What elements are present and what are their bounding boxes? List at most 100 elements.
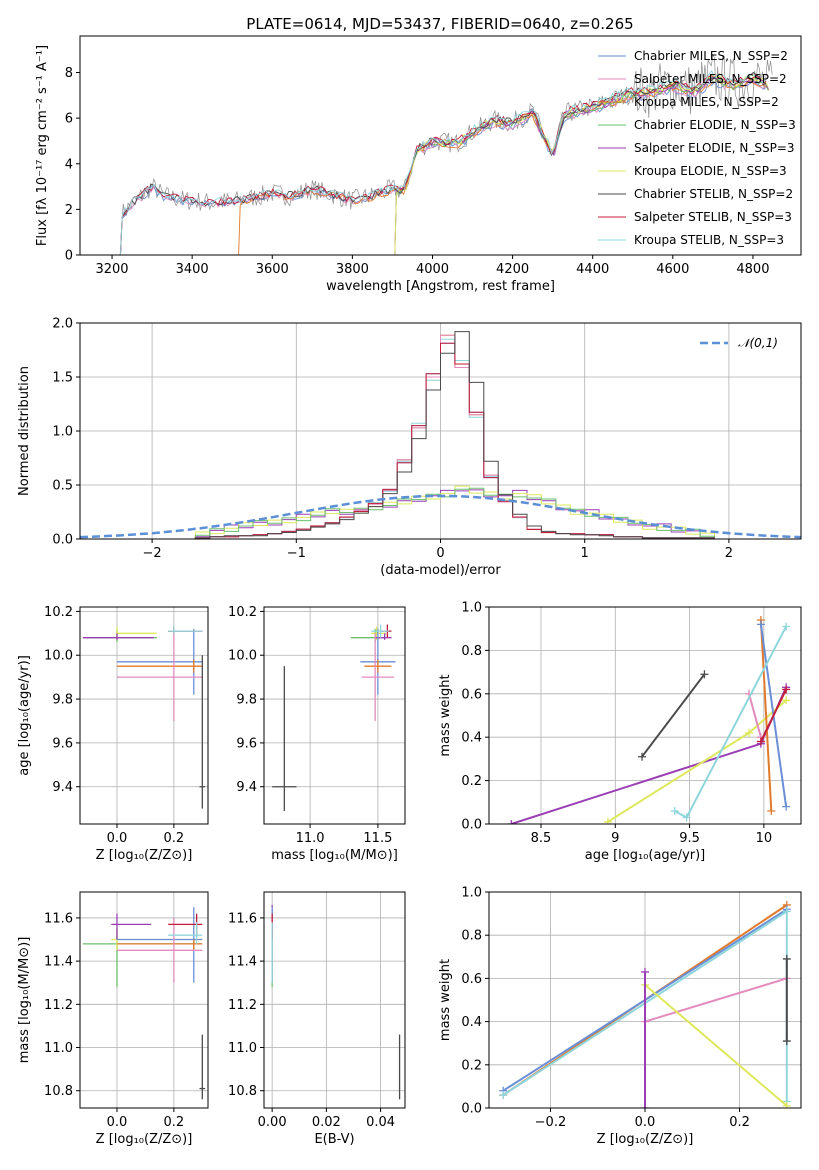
y-tick-label: 0.2: [461, 1058, 482, 1073]
y-tick-label: 8: [65, 66, 73, 81]
y-tick-label: 10.0: [228, 649, 257, 664]
y-tick-label: 0.0: [52, 533, 73, 548]
figure-title: PLATE=0614, MJD=53437, FIBERID=0640, z=0…: [246, 15, 633, 33]
x-tick-label: 0.2: [164, 831, 185, 846]
y-tick-label: 9.8: [52, 693, 73, 708]
panel-residuals: 𝒩(0,1) −2 −1 0 1 2 0.0 0.5 1.0 1.5 2.0 (data-model)…: [17, 317, 802, 578]
legend-label: Kroupa ELODIE, N_SSP=3: [634, 164, 787, 178]
y-axis-label: Flux [fλ 10⁻¹⁷ erg cm⁻² s⁻¹ A⁻¹]: [35, 45, 50, 246]
errorbar-point-4: [116, 628, 203, 695]
weight-marker: [782, 1037, 791, 1046]
weight-marker: [700, 670, 709, 679]
y-tick-label: 1.0: [461, 601, 482, 616]
x-tick-label: 0.04: [366, 1115, 395, 1130]
x-tick-label: 11.0: [296, 831, 325, 846]
y-tick-label: 6: [65, 112, 73, 127]
y-axis-label: mass [log₁₀(M/M⊙)]: [17, 937, 32, 1064]
y-tick-label: 2.0: [52, 317, 73, 332]
legend-label: Chabrier STELIB, N_SSP=2: [634, 187, 793, 201]
y-tick-label: 10.0: [44, 649, 73, 664]
x-axis-label: mass [log₁₀(M/M⊙)]: [271, 848, 398, 863]
legend-label: 𝒩(0,1): [738, 336, 778, 350]
spectrum-legend: Chabrier MILES, N_SSP=2 Salpeter MILES, N…: [598, 49, 796, 247]
weight-marker: [745, 728, 753, 737]
y-tick-label: 11.4: [44, 955, 73, 970]
x-axis-label: (data-model)/error: [380, 563, 501, 578]
y-tick-label: 0.8: [461, 929, 482, 944]
weight-marker: [782, 622, 791, 631]
errorbar-point-8: [371, 624, 389, 638]
residuals-legend: 𝒩(0,1): [700, 336, 778, 350]
y-axis-label: mass weight: [438, 674, 453, 756]
weight-marker: [507, 820, 516, 824]
panel-mass-vs-ebv: 0.00 0.02 0.04 10.8 11.0 11.2 11.4 11.6 E(B-V): [228, 891, 406, 1147]
panel-massweight-vs-age: 8.5 9 9.5 10 0.0 0.2 0.4 0.6 0.8 1.0 age [log₁₀(ag…: [438, 601, 802, 863]
weight-line-5: [644, 984, 788, 1107]
errorbar-point-1: [82, 628, 157, 643]
y-tick-label: 0.5: [52, 479, 73, 494]
y-tick-label: 1.0: [461, 886, 482, 901]
x-tick-label: 3200: [95, 262, 128, 277]
x-tick-label: 9.5: [679, 831, 700, 846]
errorbar-point-3: [111, 913, 152, 940]
x-axis-label: Z [log₁₀(Z/Z⊙)]: [597, 1132, 694, 1147]
errorbar-point-9: [199, 1034, 206, 1100]
x-tick-label: 8.5: [531, 831, 552, 846]
axes-frame: [263, 606, 406, 825]
x-tick-label: 0.2: [729, 1115, 750, 1130]
hist-broad-3: [80, 487, 801, 539]
x-tick-label: 4400: [576, 262, 609, 277]
plot-area: [80, 892, 208, 1108]
y-tick-label: 0.6: [461, 687, 482, 702]
errorbar-point-1: [82, 928, 203, 988]
weight-marker: [756, 737, 765, 746]
weight-line-6: [748, 693, 762, 738]
legend-label: Chabrier ELODIE, N_SSP=3: [634, 118, 796, 132]
x-tick-label: −0.2: [535, 1115, 567, 1130]
weight-line-1: [641, 673, 706, 758]
y-tick-label: 9.6: [52, 736, 73, 751]
x-axis-label: wavelength [Angstrom, rest frame]: [326, 279, 555, 294]
hist-peaked-alt: [80, 331, 801, 539]
y-tick-label: 10.2: [228, 605, 257, 620]
legend-label: Kroupa STELIB, N_SSP=3: [634, 233, 784, 247]
plot-area: [264, 607, 405, 824]
errorbar-point-5: [364, 659, 392, 673]
axes-frame: [263, 891, 406, 1109]
x-axis-label: Z [log₁₀(Z/Z⊙)]: [96, 1132, 193, 1147]
panel-massweight-vs-Z: −0.2 0.0 0.2 0.0 0.2 0.4 0.6 0.8 1.0 Z [log₁₀(Z/Z…: [438, 886, 802, 1147]
y-tick-label: 9.4: [236, 780, 257, 795]
plot-area: [80, 323, 801, 539]
y-axis-label: age [log₁₀(age/yr)]: [17, 655, 32, 776]
y-tick-label: 1.0: [52, 425, 73, 440]
errorbar-point-5: [116, 659, 203, 673]
axes-frame: [488, 606, 802, 825]
y-tick-label: 11.0: [228, 1041, 257, 1056]
x-tick-label: 0.0: [635, 1115, 656, 1130]
y-axis-label: Normed distribution: [17, 366, 32, 496]
x-tick-label: 3400: [176, 262, 209, 277]
x-tick-label: 10: [756, 831, 773, 846]
legend-label: Kroupa MILES, N_SSP=2: [634, 95, 779, 109]
y-tick-label: 9.6: [236, 736, 257, 751]
errorbar-point-9: [272, 666, 297, 811]
errorbar-point-4: [116, 907, 203, 983]
weight-marker: [641, 967, 649, 976]
x-axis-label: E(B-V): [314, 1132, 354, 1147]
weight-marker: [782, 954, 791, 963]
x-tick-label: 0: [436, 546, 444, 561]
y-tick-label: 1.5: [52, 371, 73, 386]
y-axis-label: mass weight: [438, 959, 453, 1041]
x-tick-label: 4000: [416, 262, 449, 277]
y-tick-label: 11.2: [228, 998, 257, 1013]
y-tick-label: 0.0: [461, 818, 482, 833]
x-tick-label: 0.02: [312, 1115, 341, 1130]
panel-spectrum: Chabrier MILES, N_SSP=2 Salpeter MILES, N…: [35, 35, 802, 294]
x-tick-label: 0.0: [107, 1115, 128, 1130]
plot-area: [489, 607, 801, 824]
y-tick-label: 11.6: [228, 911, 257, 926]
normal-reference-curve: [80, 494, 801, 539]
weight-marker: [782, 1101, 791, 1108]
weight-marker: [782, 907, 791, 916]
